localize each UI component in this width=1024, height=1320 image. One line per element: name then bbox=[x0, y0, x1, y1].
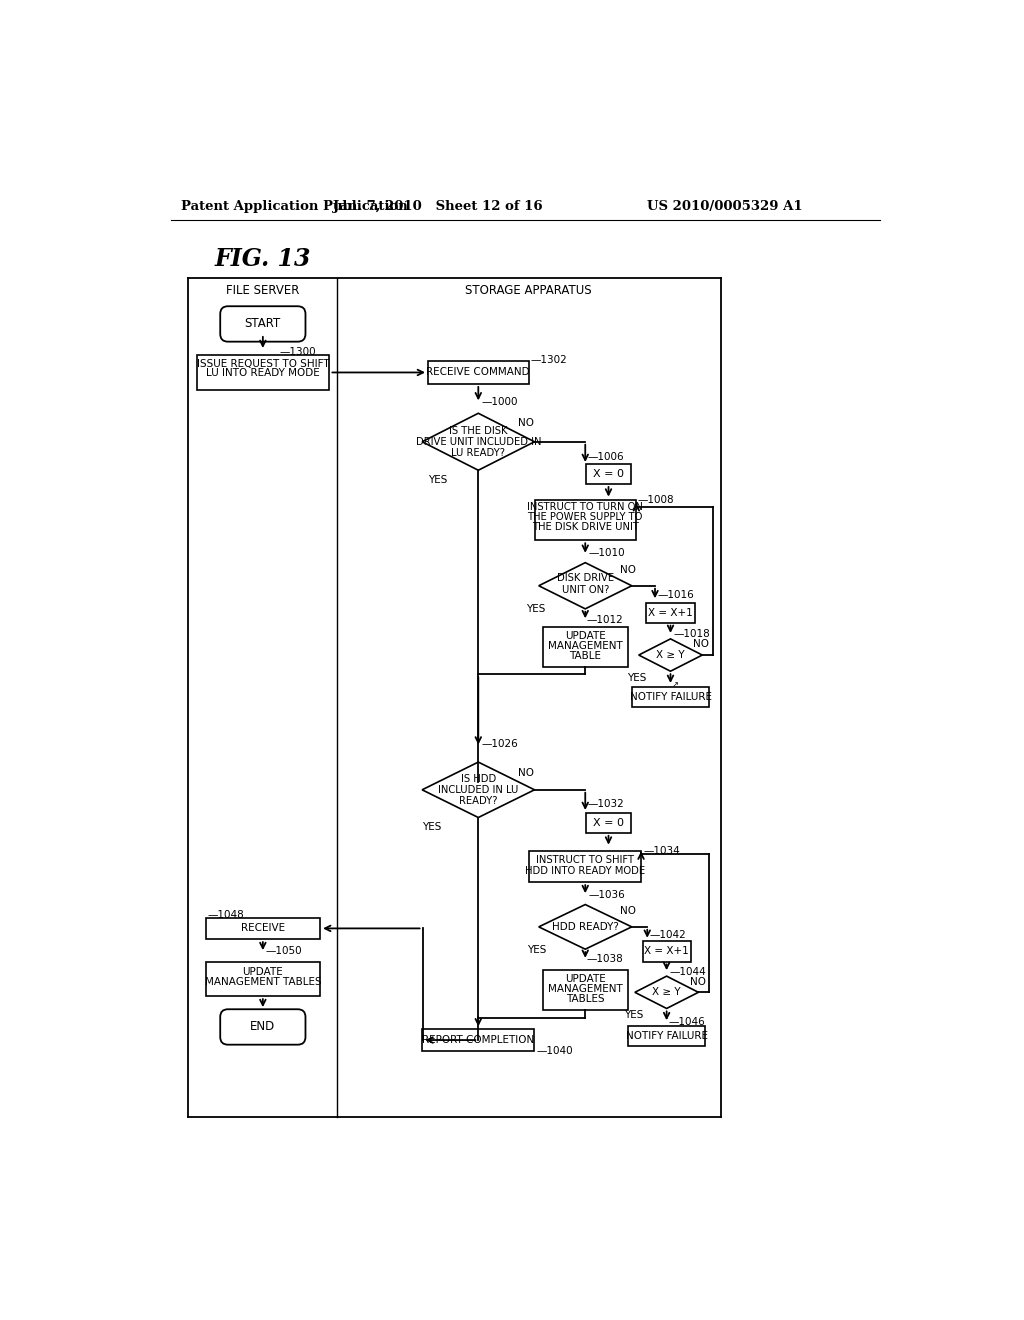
Bar bbox=[529, 851, 641, 882]
Text: DRIVE UNIT INCLUDED IN: DRIVE UNIT INCLUDED IN bbox=[416, 437, 541, 446]
Text: Patent Application Publication: Patent Application Publication bbox=[180, 199, 408, 213]
Text: YES: YES bbox=[428, 475, 447, 486]
Text: —1042: —1042 bbox=[649, 929, 686, 940]
FancyBboxPatch shape bbox=[220, 1010, 305, 1044]
Text: YES: YES bbox=[422, 822, 441, 832]
Text: TABLE: TABLE bbox=[569, 651, 601, 661]
Text: —1302: —1302 bbox=[530, 355, 567, 366]
Text: DISK DRIVE: DISK DRIVE bbox=[557, 573, 613, 583]
Polygon shape bbox=[639, 639, 702, 671]
Text: START: START bbox=[245, 317, 281, 330]
Bar bbox=[628, 1026, 706, 1047]
Text: FILE SERVER: FILE SERVER bbox=[226, 284, 300, 297]
Bar bbox=[586, 465, 631, 484]
Text: YES: YES bbox=[527, 945, 547, 954]
Text: UPDATE: UPDATE bbox=[565, 631, 605, 640]
Text: MANAGEMENT: MANAGEMENT bbox=[548, 985, 623, 994]
Text: YES: YES bbox=[526, 603, 546, 614]
Polygon shape bbox=[635, 977, 698, 1008]
Text: RECEIVE: RECEIVE bbox=[241, 924, 285, 933]
Text: —1300: —1300 bbox=[280, 347, 316, 358]
Text: RECEIVE COMMAND: RECEIVE COMMAND bbox=[426, 367, 530, 378]
Text: —1048: —1048 bbox=[207, 909, 244, 920]
Text: LU INTO READY MODE: LU INTO READY MODE bbox=[206, 368, 319, 379]
Bar bbox=[197, 355, 329, 391]
Text: —1000: —1000 bbox=[481, 397, 518, 407]
Text: END: END bbox=[250, 1020, 275, 1034]
Text: UPDATE: UPDATE bbox=[565, 974, 605, 985]
Bar bbox=[535, 500, 636, 540]
Bar bbox=[586, 813, 631, 833]
Text: Jan. 7, 2010   Sheet 12 of 16: Jan. 7, 2010 Sheet 12 of 16 bbox=[333, 199, 543, 213]
Text: ↗: ↗ bbox=[672, 680, 679, 689]
Text: ISSUE REQUEST TO SHIFT: ISSUE REQUEST TO SHIFT bbox=[197, 359, 329, 370]
Text: —1038: —1038 bbox=[587, 954, 624, 964]
Bar bbox=[428, 360, 528, 384]
Text: THE POWER SUPPLY TO: THE POWER SUPPLY TO bbox=[527, 512, 643, 523]
Text: UPDATE: UPDATE bbox=[243, 966, 284, 977]
Bar bbox=[643, 941, 690, 961]
Text: —1044: —1044 bbox=[670, 966, 707, 977]
Text: LU READY?: LU READY? bbox=[452, 447, 505, 458]
Text: US 2010/0005329 A1: US 2010/0005329 A1 bbox=[647, 199, 803, 213]
Text: —1032: —1032 bbox=[588, 799, 625, 809]
FancyBboxPatch shape bbox=[220, 306, 305, 342]
Text: HDD INTO READY MODE: HDD INTO READY MODE bbox=[525, 866, 645, 876]
Text: REPORT COMPLETION: REPORT COMPLETION bbox=[422, 1035, 535, 1045]
Text: NO: NO bbox=[518, 768, 535, 777]
Text: YES: YES bbox=[627, 673, 646, 684]
Text: —1010: —1010 bbox=[589, 548, 625, 557]
Bar bbox=[543, 970, 628, 1010]
Text: —1050: —1050 bbox=[266, 946, 302, 957]
Text: X = 0: X = 0 bbox=[593, 818, 624, 828]
Text: —1036: —1036 bbox=[589, 890, 625, 899]
Text: INCLUDED IN LU: INCLUDED IN LU bbox=[438, 785, 518, 795]
Text: NOTIFY FAILURE: NOTIFY FAILURE bbox=[630, 693, 712, 702]
Bar bbox=[632, 688, 710, 708]
Text: INSTRUCT TO SHIFT: INSTRUCT TO SHIFT bbox=[537, 855, 634, 865]
Text: MANAGEMENT: MANAGEMENT bbox=[548, 640, 623, 651]
Text: X ≥ Y: X ≥ Y bbox=[656, 649, 685, 660]
Text: NOTIFY FAILURE: NOTIFY FAILURE bbox=[626, 1031, 708, 1041]
Polygon shape bbox=[539, 904, 632, 949]
Text: TABLES: TABLES bbox=[566, 994, 604, 1005]
Text: —1006: —1006 bbox=[588, 453, 625, 462]
Text: NO: NO bbox=[620, 907, 636, 916]
Text: IS HDD: IS HDD bbox=[461, 774, 496, 784]
Text: —1016: —1016 bbox=[657, 590, 694, 601]
Text: NO: NO bbox=[689, 977, 706, 986]
Text: FIG. 13: FIG. 13 bbox=[215, 247, 311, 271]
Bar bbox=[646, 603, 694, 623]
Polygon shape bbox=[422, 413, 535, 470]
Text: —1012: —1012 bbox=[587, 615, 624, 624]
Text: STORAGE APPARATUS: STORAGE APPARATUS bbox=[465, 284, 592, 297]
Polygon shape bbox=[539, 562, 632, 609]
Text: NO: NO bbox=[693, 639, 710, 649]
Text: MANAGEMENT TABLES: MANAGEMENT TABLES bbox=[205, 977, 322, 986]
Text: —1008: —1008 bbox=[637, 495, 674, 506]
Text: —1046: —1046 bbox=[669, 1016, 705, 1027]
Text: —1026: —1026 bbox=[481, 739, 518, 748]
Polygon shape bbox=[422, 762, 535, 817]
Text: UNIT ON?: UNIT ON? bbox=[561, 585, 609, 594]
Text: HDD READY?: HDD READY? bbox=[552, 921, 618, 932]
Text: YES: YES bbox=[625, 1010, 644, 1020]
Text: NO: NO bbox=[620, 565, 636, 576]
Text: X = X+1: X = X+1 bbox=[648, 607, 693, 618]
Text: READY?: READY? bbox=[459, 796, 498, 805]
Bar bbox=[422, 1030, 535, 1051]
Text: INSTRUCT TO TURN ON: INSTRUCT TO TURN ON bbox=[527, 502, 643, 512]
Text: X = 0: X = 0 bbox=[593, 469, 624, 479]
Text: X ≥ Y: X ≥ Y bbox=[652, 987, 681, 998]
Text: —1034: —1034 bbox=[643, 846, 680, 857]
Text: —1040: —1040 bbox=[537, 1045, 573, 1056]
Bar bbox=[206, 917, 321, 940]
Text: —1018: —1018 bbox=[674, 630, 711, 639]
Text: THE DISK DRIVE UNIT: THE DISK DRIVE UNIT bbox=[531, 523, 639, 532]
Text: NO: NO bbox=[518, 418, 535, 428]
Bar bbox=[206, 962, 321, 997]
Bar bbox=[543, 627, 628, 667]
Text: IS THE DISK: IS THE DISK bbox=[450, 426, 508, 436]
Text: X = X+1: X = X+1 bbox=[644, 946, 689, 957]
